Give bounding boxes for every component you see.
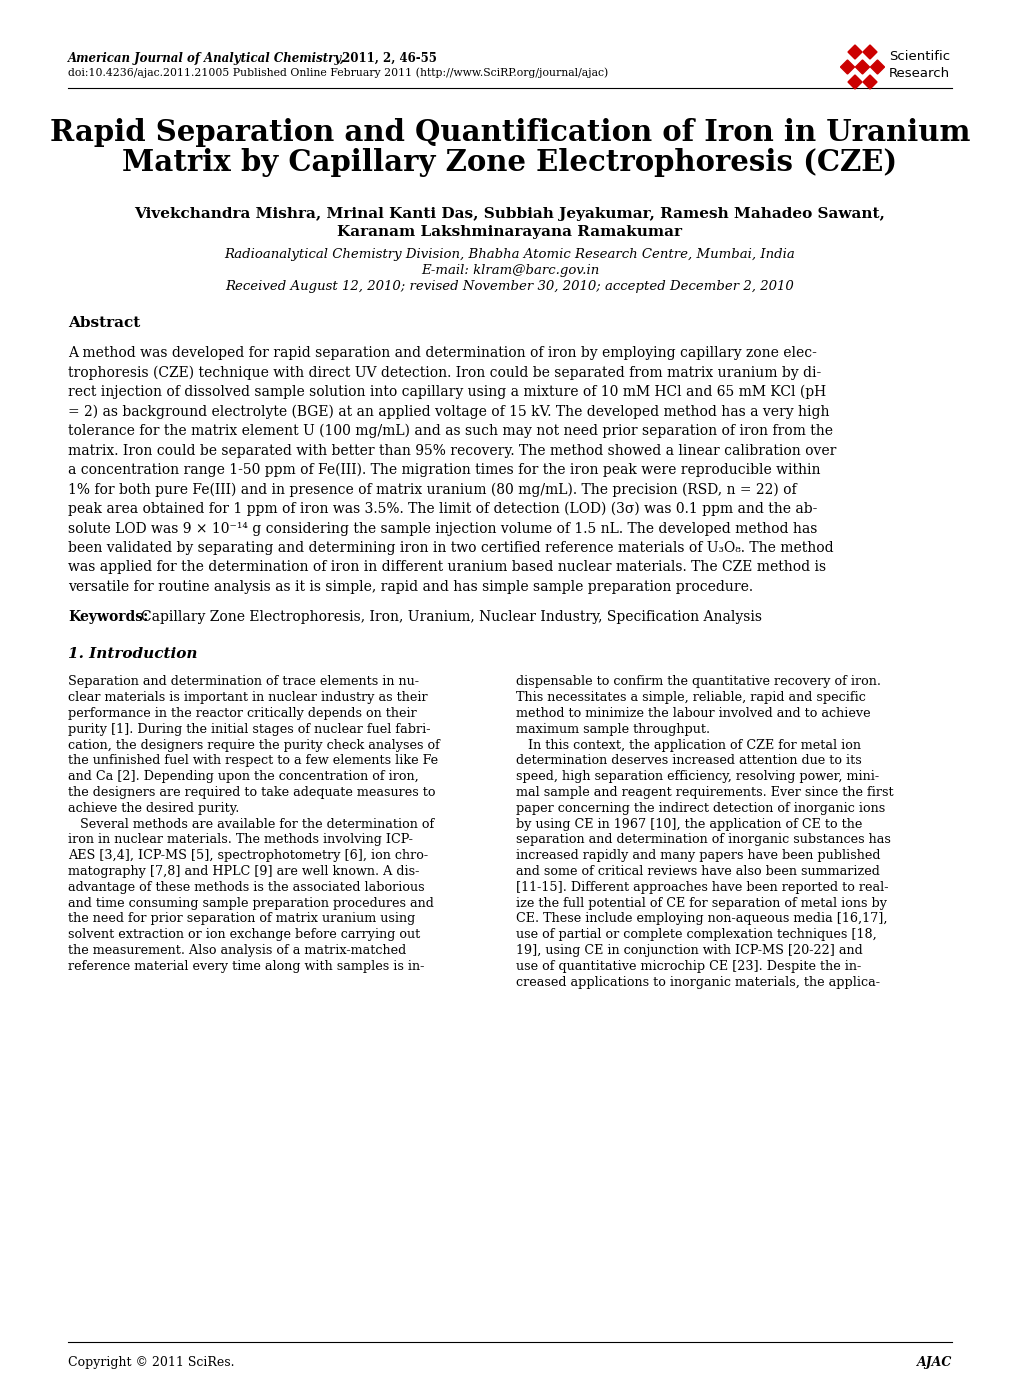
- Text: Abstract: Abstract: [68, 316, 141, 330]
- Text: CE. These include employing non-aqueous media [16,17],: CE. These include employing non-aqueous …: [516, 913, 887, 925]
- Text: the measurement. Also analysis of a matrix-matched: the measurement. Also analysis of a matr…: [68, 945, 406, 957]
- Text: method to minimize the labour involved and to achieve: method to minimize the labour involved a…: [516, 708, 870, 720]
- Text: purity [1]. During the initial stages of nuclear fuel fabri-: purity [1]. During the initial stages of…: [68, 723, 430, 735]
- Text: clear materials is important in nuclear industry as their: clear materials is important in nuclear …: [68, 691, 427, 705]
- Text: Separation and determination of trace elements in nu-: Separation and determination of trace el…: [68, 676, 419, 688]
- Text: separation and determination of inorganic substances has: separation and determination of inorgani…: [516, 834, 890, 846]
- Text: Matrix by Capillary Zone Electrophoresis (CZE): Matrix by Capillary Zone Electrophoresis…: [122, 148, 897, 177]
- Text: matography [7,8] and HPLC [9] are well known. A dis-: matography [7,8] and HPLC [9] are well k…: [68, 866, 419, 878]
- Polygon shape: [840, 60, 854, 73]
- Text: Vivekchandra Mishra, Mrinal Kanti Das, Subbiah Jeyakumar, Ramesh Mahadeo Sawant,: Vivekchandra Mishra, Mrinal Kanti Das, S…: [135, 206, 884, 222]
- Text: speed, high separation efficiency, resolving power, mini-: speed, high separation efficiency, resol…: [516, 770, 878, 784]
- Text: the unfinished fuel with respect to a few elements like Fe: the unfinished fuel with respect to a fe…: [68, 755, 438, 767]
- Text: increased rapidly and many papers have been published: increased rapidly and many papers have b…: [516, 849, 879, 863]
- Text: use of quantitative microchip CE [23]. Despite the in-: use of quantitative microchip CE [23]. D…: [516, 960, 860, 972]
- Text: creased applications to inorganic materials, the applica-: creased applications to inorganic materi…: [516, 975, 879, 989]
- Polygon shape: [862, 75, 876, 89]
- Text: American Journal of Analytical Chemistry,: American Journal of Analytical Chemistry…: [68, 53, 344, 65]
- Text: AJAC: AJAC: [916, 1356, 951, 1368]
- Text: by using CE in 1967 [10], the application of CE to the: by using CE in 1967 [10], the applicatio…: [516, 817, 861, 831]
- Text: 1. Introduction: 1. Introduction: [68, 648, 198, 662]
- Polygon shape: [847, 75, 861, 89]
- Text: This necessitates a simple, reliable, rapid and specific: This necessitates a simple, reliable, ra…: [516, 691, 865, 705]
- Text: trophoresis (CZE) technique with direct UV detection. Iron could be separated fr: trophoresis (CZE) technique with direct …: [68, 366, 820, 379]
- Text: maximum sample throughput.: maximum sample throughput.: [516, 723, 709, 735]
- Text: [11-15]. Different approaches have been reported to real-: [11-15]. Different approaches have been …: [516, 881, 888, 893]
- Text: and time consuming sample preparation procedures and: and time consuming sample preparation pr…: [68, 896, 433, 910]
- Text: Several methods are available for the determination of: Several methods are available for the de…: [68, 817, 434, 831]
- Text: ize the full potential of CE for separation of metal ions by: ize the full potential of CE for separat…: [516, 896, 887, 910]
- Text: Radioanalytical Chemistry Division, Bhabha Atomic Research Centre, Mumbai, India: Radioanalytical Chemistry Division, Bhab…: [224, 248, 795, 260]
- Polygon shape: [855, 60, 868, 73]
- Text: solvent extraction or ion exchange before carrying out: solvent extraction or ion exchange befor…: [68, 928, 420, 942]
- Text: achieve the desired purity.: achieve the desired purity.: [68, 802, 239, 814]
- Text: tolerance for the matrix element U (100 mg/mL) and as such may not need prior se: tolerance for the matrix element U (100 …: [68, 424, 833, 439]
- Text: Keywords:: Keywords:: [68, 609, 148, 623]
- Text: determination deserves increased attention due to its: determination deserves increased attenti…: [516, 755, 861, 767]
- Polygon shape: [862, 44, 876, 60]
- Text: mal sample and reagent requirements. Ever since the first: mal sample and reagent requirements. Eve…: [516, 787, 893, 799]
- Polygon shape: [869, 60, 883, 73]
- Text: Capillary Zone Electrophoresis, Iron, Uranium, Nuclear Industry, Specification A: Capillary Zone Electrophoresis, Iron, Ur…: [141, 609, 761, 623]
- Text: Received August 12, 2010; revised November 30, 2010; accepted December 2, 2010: Received August 12, 2010; revised Novemb…: [225, 280, 794, 294]
- Text: Rapid Separation and Quantification of Iron in Uranium: Rapid Separation and Quantification of I…: [50, 118, 969, 147]
- Text: In this context, the application of CZE for metal ion: In this context, the application of CZE …: [516, 738, 860, 752]
- Text: advantage of these methods is the associated laborious: advantage of these methods is the associ…: [68, 881, 424, 893]
- Text: 1% for both pure Fe(III) and in presence of matrix uranium (80 mg/mL). The preci: 1% for both pure Fe(III) and in presence…: [68, 482, 796, 497]
- Text: Scientific
Research: Scientific Research: [889, 50, 949, 80]
- Text: a concentration range 1-50 ppm of Fe(III). The migration times for the iron peak: a concentration range 1-50 ppm of Fe(III…: [68, 463, 819, 478]
- Text: dispensable to confirm the quantitative recovery of iron.: dispensable to confirm the quantitative …: [516, 676, 880, 688]
- Text: and Ca [2]. Depending upon the concentration of iron,: and Ca [2]. Depending upon the concentra…: [68, 770, 419, 784]
- Text: reference material every time along with samples is in-: reference material every time along with…: [68, 960, 424, 972]
- Text: paper concerning the indirect detection of inorganic ions: paper concerning the indirect detection …: [516, 802, 884, 814]
- Text: use of partial or complete complexation techniques [18,: use of partial or complete complexation …: [516, 928, 876, 942]
- Text: matrix. Iron could be separated with better than 95% recovery. The method showed: matrix. Iron could be separated with bet…: [68, 443, 836, 457]
- Text: performance in the reactor critically depends on their: performance in the reactor critically de…: [68, 708, 417, 720]
- Text: the need for prior separation of matrix uranium using: the need for prior separation of matrix …: [68, 913, 415, 925]
- Text: AES [3,4], ICP-MS [5], spectrophotometry [6], ion chro-: AES [3,4], ICP-MS [5], spectrophotometry…: [68, 849, 428, 863]
- Text: Karanam Lakshminarayana Ramakumar: Karanam Lakshminarayana Ramakumar: [337, 224, 682, 240]
- Text: the designers are required to take adequate measures to: the designers are required to take adequ…: [68, 787, 435, 799]
- Text: Copyright © 2011 SciRes.: Copyright © 2011 SciRes.: [68, 1356, 234, 1368]
- Polygon shape: [847, 44, 861, 60]
- Text: E-mail: klram@barc.gov.in: E-mail: klram@barc.gov.in: [421, 265, 598, 277]
- Text: iron in nuclear materials. The methods involving ICP-: iron in nuclear materials. The methods i…: [68, 834, 413, 846]
- Text: cation, the designers require the purity check analyses of: cation, the designers require the purity…: [68, 738, 439, 752]
- Text: doi:10.4236/ajac.2011.21005 Published Online February 2011 (http://www.SciRP.org: doi:10.4236/ajac.2011.21005 Published On…: [68, 66, 607, 78]
- Text: solute LOD was 9 × 10⁻¹⁴ g considering the sample injection volume of 1.5 nL. Th: solute LOD was 9 × 10⁻¹⁴ g considering t…: [68, 522, 816, 536]
- Text: was applied for the determination of iron in different uranium based nuclear mat: was applied for the determination of iro…: [68, 561, 825, 575]
- Text: peak area obtained for 1 ppm of iron was 3.5%. The limit of detection (LOD) (3σ): peak area obtained for 1 ppm of iron was…: [68, 501, 816, 517]
- Text: rect injection of dissolved sample solution into capillary using a mixture of 10: rect injection of dissolved sample solut…: [68, 385, 825, 399]
- Text: versatile for routine analysis as it is simple, rapid and has simple sample prep: versatile for routine analysis as it is …: [68, 580, 752, 594]
- Text: been validated by separating and determining iron in two certified reference mat: been validated by separating and determi…: [68, 542, 833, 555]
- Text: A method was developed for rapid separation and determination of iron by employi: A method was developed for rapid separat…: [68, 346, 816, 360]
- Text: 2011, 2, 46-55: 2011, 2, 46-55: [337, 53, 436, 65]
- Text: = 2) as background electrolyte (BGE) at an applied voltage of 15 kV. The develop: = 2) as background electrolyte (BGE) at …: [68, 404, 828, 418]
- Text: 19], using CE in conjunction with ICP-MS [20-22] and: 19], using CE in conjunction with ICP-MS…: [516, 945, 862, 957]
- Text: and some of critical reviews have also been summarized: and some of critical reviews have also b…: [516, 866, 879, 878]
